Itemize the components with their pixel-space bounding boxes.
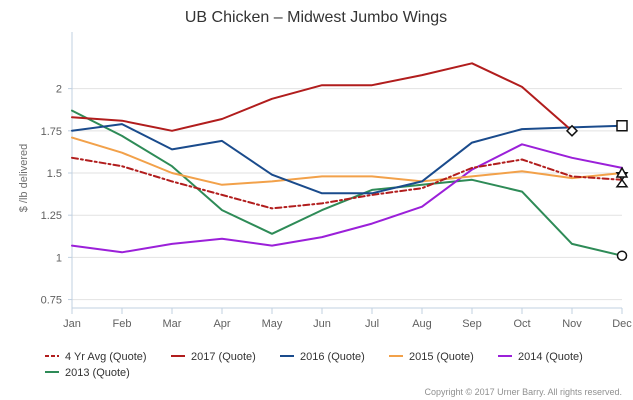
series-line-4-yr-avg-quote (71, 156, 623, 210)
x-tick-label: Oct (513, 318, 530, 330)
y-tick-label: 1 (56, 252, 62, 264)
x-tick-label: Feb (113, 318, 132, 330)
x-tick-label: Dec (612, 318, 632, 330)
y-tick-label: 1.5 (47, 168, 62, 180)
axes: 0.75 1 1.25 1.5 1.75 2 Jan Feb Mar Apr May Jun Jul Au… (41, 32, 632, 330)
y-tick-label: 1.25 (41, 210, 62, 222)
y-tick-label: 0.75 (41, 295, 62, 307)
legend-label: 2016 (Quote) (300, 351, 365, 363)
series-line-2014-quote (71, 143, 623, 254)
x-tick-label: Sep (462, 318, 482, 330)
diamond-marker (565, 124, 579, 137)
series-lines (71, 62, 623, 257)
x-tick-label: Aug (412, 318, 432, 330)
x-tick-label: Jan (63, 318, 81, 330)
y-tick-label: 2 (56, 84, 62, 96)
series-line-2016-quote (71, 123, 623, 195)
legend[interactable]: 4 Yr Avg (Quote) 2017 (Quote) 2016 (Quote)… (45, 351, 583, 379)
x-tick-label: May (262, 318, 283, 330)
legend-item[interactable]: 2014 (Quote) (498, 351, 583, 363)
x-tick-label: Jul (365, 318, 379, 330)
legend-item[interactable]: 4 Yr Avg (Quote) (45, 351, 147, 363)
series-end-markers (565, 120, 629, 261)
chart-title: UB Chicken – Midwest Jumbo Wings (185, 9, 447, 26)
square-marker (616, 120, 628, 132)
legend-label: 2014 (Quote) (518, 351, 583, 363)
y-tick-label: 1.75 (41, 126, 62, 138)
legend-label: 4 Yr Avg (Quote) (65, 351, 147, 363)
legend-item[interactable]: 2015 (Quote) (389, 351, 474, 363)
series-line-2015-quote (71, 136, 623, 186)
y-axis-title: $ /lb delivered (18, 144, 30, 213)
x-tick-label: Jun (313, 318, 331, 330)
gridlines (72, 88, 622, 301)
chart-credit: Copyright © 2017 Urner Barry. All rights… (424, 387, 622, 397)
legend-item[interactable]: 2013 (Quote) (45, 367, 130, 379)
legend-label: 2013 (Quote) (65, 367, 130, 379)
legend-item[interactable]: 2016 (Quote) (280, 351, 365, 363)
x-tick-label: Nov (562, 318, 582, 330)
x-tick-label: Mar (163, 318, 182, 330)
triangle-up-marker (615, 178, 629, 188)
legend-label: 2015 (Quote) (409, 351, 474, 363)
circle-marker (616, 250, 628, 261)
triangle-marker (615, 166, 629, 178)
x-tick-label: Apr (213, 318, 230, 330)
legend-label: 2017 (Quote) (191, 351, 256, 363)
legend-item[interactable]: 2017 (Quote) (171, 351, 256, 363)
series-line-2017-quote (71, 62, 573, 132)
